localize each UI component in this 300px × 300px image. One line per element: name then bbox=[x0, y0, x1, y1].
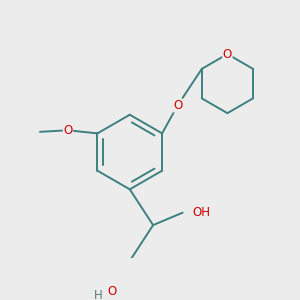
Text: O: O bbox=[63, 124, 73, 137]
Text: O: O bbox=[173, 99, 182, 112]
Text: O: O bbox=[107, 286, 116, 298]
Text: O: O bbox=[223, 48, 232, 61]
Text: OH: OH bbox=[193, 206, 211, 219]
Text: H: H bbox=[94, 289, 102, 300]
